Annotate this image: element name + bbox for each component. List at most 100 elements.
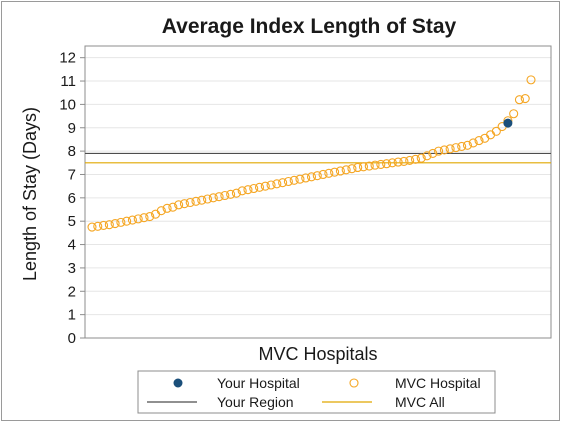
mvc-hospital-point xyxy=(434,146,444,156)
y-tick-label: 10 xyxy=(59,96,76,113)
mvc-hospital-point xyxy=(410,154,421,164)
y-tick-label: 9 xyxy=(68,120,76,137)
mvc-hospital-point xyxy=(451,143,461,153)
y-axis-label: Length of Stay (Days) xyxy=(20,107,40,281)
mvc-hospital-point xyxy=(133,214,143,224)
mvc-hospital-point xyxy=(208,193,218,203)
mvc-hospital-point xyxy=(93,221,103,231)
x-axis-label: MVC Hospitals xyxy=(258,344,377,364)
y-tick-label: 12 xyxy=(59,50,76,67)
mvc-hospital-point xyxy=(422,151,432,161)
mvc-hospital-point xyxy=(457,141,467,151)
mvc-hospital-point xyxy=(214,192,224,202)
mvc-hospital-point xyxy=(306,172,317,182)
y-tick-label: 1 xyxy=(68,307,76,324)
mvc-hospital-point xyxy=(254,182,265,192)
mvc-hospital-point xyxy=(416,153,426,163)
y-tick-label: 5 xyxy=(68,213,76,230)
mvc-hospital-point xyxy=(514,95,524,105)
mvc-hospital-point xyxy=(491,126,501,136)
mvc-hospital-point xyxy=(162,203,172,213)
your-hospital-point xyxy=(503,118,513,128)
mvc-hospital-point xyxy=(278,178,288,188)
data-points xyxy=(87,75,536,232)
mvc-hospital-point xyxy=(283,176,293,187)
mvc-hospital-point xyxy=(145,211,155,222)
mvc-hospital-point xyxy=(399,156,409,166)
legend-your-hospital-label: Your Hospital xyxy=(217,375,300,391)
mvc-hospital-point xyxy=(179,199,189,209)
mvc-hospital-point xyxy=(312,171,322,181)
y-tick-label: 6 xyxy=(68,190,76,207)
mvc-hospital-point xyxy=(289,175,299,185)
mvc-hospital-point xyxy=(226,189,236,199)
mvc-hospital-point xyxy=(301,173,311,183)
mvc-hospital-point xyxy=(347,164,357,174)
y-tick-label: 8 xyxy=(68,143,76,160)
gridlines xyxy=(85,57,551,339)
mvc-hospital-point xyxy=(174,200,184,210)
mvc-hospital-point xyxy=(139,213,149,223)
mvc-hospital-point xyxy=(393,157,403,167)
mvc-hospital-point xyxy=(220,190,230,201)
reference-lines xyxy=(85,152,551,164)
mvc-hospital-point xyxy=(185,197,195,208)
mvc-hospital-point xyxy=(376,159,386,169)
mvc-hospital-point xyxy=(445,144,455,154)
y-tick-label: 7 xyxy=(68,166,76,183)
mvc-hospital-point xyxy=(526,75,536,85)
legend-your-hospital-symbol xyxy=(173,378,183,388)
mvc-hospital-point xyxy=(231,188,241,198)
mvc-hospital-point xyxy=(335,166,345,176)
mvc-hospital-point xyxy=(486,130,496,140)
mvc-hospital-point xyxy=(272,179,282,189)
y-tick-label: 2 xyxy=(68,283,76,300)
mvc-hospital-point xyxy=(197,195,207,205)
y-tick-label: 11 xyxy=(60,73,76,90)
mvc-hospital-point xyxy=(468,138,478,148)
mvc-hospital-point xyxy=(341,165,351,175)
mvc-hospital-point xyxy=(318,169,328,180)
mvc-hospital-point xyxy=(87,222,97,232)
mvc-hospital-point xyxy=(168,202,178,212)
mvc-hospital-point xyxy=(439,145,449,155)
mvc-hospital-point xyxy=(364,161,374,171)
mvc-hospital-point xyxy=(370,160,380,170)
legend-mvc-all-label: MVC All xyxy=(395,394,445,410)
legend-mvc-hospital-label: MVC Hospital xyxy=(395,375,481,391)
mvc-hospital-point xyxy=(353,162,363,173)
plot-area xyxy=(84,45,552,339)
mvc-hospital-point xyxy=(243,185,253,195)
mvc-hospital-point xyxy=(127,215,137,225)
legend-box xyxy=(137,370,496,414)
mvc-hospital-point xyxy=(387,158,397,168)
mvc-hospital-point xyxy=(266,180,276,190)
mvc-hospital-point xyxy=(462,140,473,150)
mvc-hospital-point xyxy=(330,167,340,177)
mvc-hospital-point xyxy=(260,181,270,191)
mvc-hospital-point xyxy=(295,174,305,184)
y-tick-label: 4 xyxy=(68,237,76,254)
chart-title: Average Index Length of Stay xyxy=(162,15,457,38)
y-tick-label: 0 xyxy=(68,330,76,347)
mvc-hospital-point xyxy=(405,155,415,166)
mvc-hospital-point xyxy=(382,159,392,169)
mvc-hospital-point xyxy=(474,136,484,146)
mvc-hospital-point xyxy=(249,183,259,194)
legend-your-region-label: Your Region xyxy=(217,394,294,410)
mvc-hospital-point xyxy=(122,216,132,226)
mvc-hospital-point xyxy=(509,109,519,119)
y-tick-label: 3 xyxy=(68,260,76,277)
mvc-hospital-point xyxy=(110,218,120,229)
mvc-hospital-point xyxy=(116,217,126,227)
mvc-hospital-point xyxy=(191,196,201,206)
legend: Your Hospital MVC Hospital Your Region MVC … xyxy=(137,370,496,414)
mvc-hospital-point xyxy=(428,148,438,159)
mvc-hospital-point xyxy=(520,94,530,104)
mvc-hospital-point xyxy=(237,186,247,196)
mvc-hospital-point xyxy=(99,220,109,230)
mvc-hospital-point xyxy=(104,220,114,230)
